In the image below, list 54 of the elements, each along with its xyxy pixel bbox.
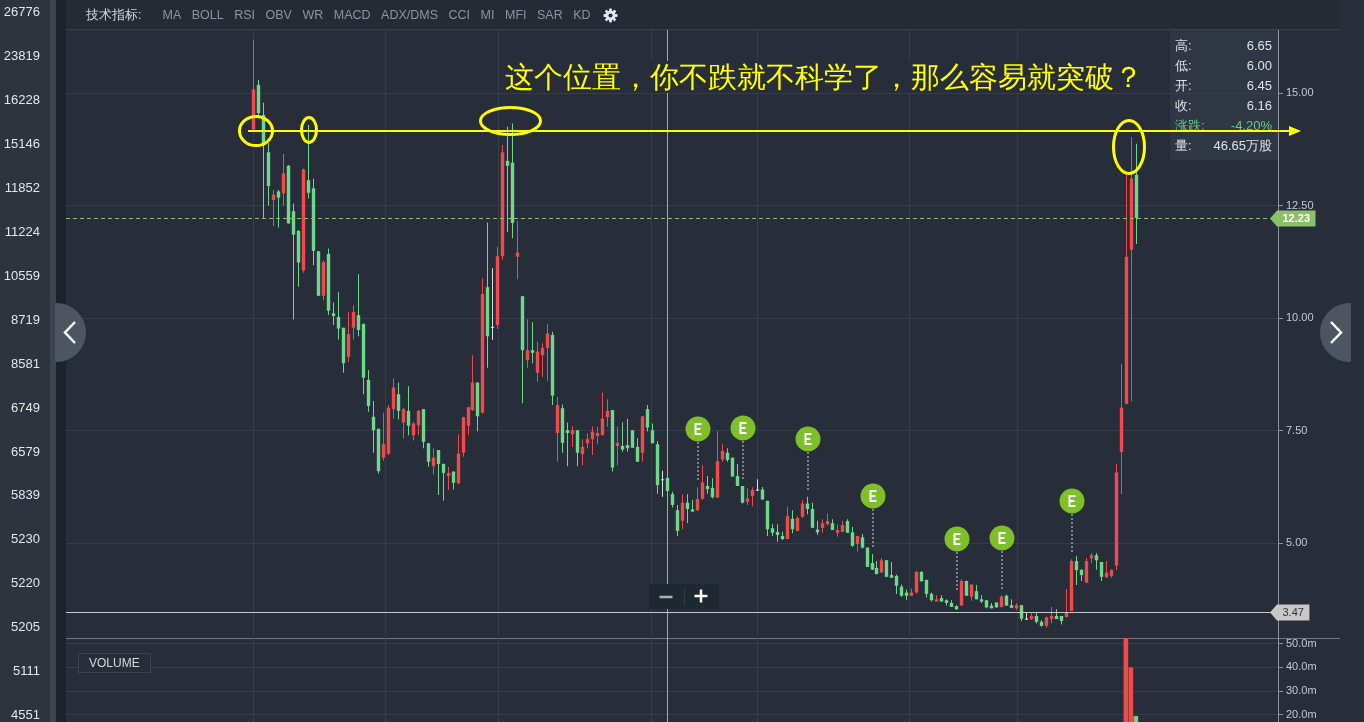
annotation: 低: bbox=[1175, 57, 1192, 75]
annotation: 这个位置，你不跌就不科学了，那么容易就突破？ bbox=[505, 60, 1143, 94]
text: MA bbox=[162, 8, 182, 22]
text: VOLUME bbox=[78, 653, 151, 673]
text: 技术指标: bbox=[86, 6, 142, 24]
text: BOLL bbox=[191, 8, 224, 22]
y-tick-label: 30.0m bbox=[1286, 684, 1317, 697]
text: OBV bbox=[265, 8, 292, 22]
text: 5839 bbox=[11, 487, 40, 504]
text: ADX/DMS bbox=[381, 8, 439, 22]
text: 26776 bbox=[3, 4, 40, 20]
annotation: 高: bbox=[1175, 37, 1192, 55]
text: 8719 bbox=[11, 311, 40, 328]
annotation: 收: bbox=[1175, 97, 1192, 115]
text: WR bbox=[302, 8, 324, 22]
text: KD bbox=[573, 8, 591, 22]
text: 5220 bbox=[11, 575, 40, 592]
y-tick-label: 20.0m bbox=[1286, 707, 1317, 720]
annotation: 6.16 bbox=[1246, 97, 1272, 115]
text: 6749 bbox=[11, 399, 40, 416]
annotation: 6.00 bbox=[1246, 57, 1272, 75]
text: 16228 bbox=[3, 91, 40, 108]
text: 8581 bbox=[11, 355, 40, 372]
y-tick-label: 10.00 bbox=[1286, 311, 1314, 324]
ref-line-label: 3.47 bbox=[1282, 606, 1304, 619]
y-tick-label: 5.00 bbox=[1286, 536, 1308, 549]
y-tick-label: 50.0m bbox=[1286, 636, 1317, 649]
text: SAR bbox=[537, 8, 563, 22]
text: 23819 bbox=[3, 47, 40, 64]
text: 5205 bbox=[11, 619, 40, 636]
text: RSI bbox=[234, 8, 256, 22]
text: 11224 bbox=[4, 223, 40, 240]
annotation: 6.45 bbox=[1246, 77, 1272, 95]
text: MFI bbox=[504, 8, 527, 22]
y-tick-label: 7.50 bbox=[1286, 423, 1308, 436]
text: 15146 bbox=[3, 135, 40, 152]
y-tick-label: 12.50 bbox=[1286, 198, 1314, 211]
text: 4551 bbox=[11, 707, 40, 722]
annotation: -4.20% bbox=[1230, 117, 1272, 135]
text: 11852 bbox=[4, 179, 40, 196]
annotation: 量: bbox=[1175, 137, 1192, 155]
annotation: 开: bbox=[1175, 77, 1192, 95]
text: CCI bbox=[448, 8, 471, 22]
y-tick-label: 15.00 bbox=[1286, 86, 1314, 99]
text: 10559 bbox=[3, 267, 40, 284]
y-tick-label: 40.0m bbox=[1286, 660, 1317, 673]
text: MACD bbox=[333, 8, 371, 22]
text: MI bbox=[480, 8, 495, 22]
annotation: 6.65 bbox=[1246, 37, 1272, 55]
text: 5111 bbox=[13, 663, 40, 680]
ref-line-label: 12.23 bbox=[1282, 212, 1311, 225]
text: 5230 bbox=[11, 531, 40, 548]
annotation: 46.65万股 bbox=[1213, 137, 1272, 155]
text: 6579 bbox=[11, 443, 40, 460]
